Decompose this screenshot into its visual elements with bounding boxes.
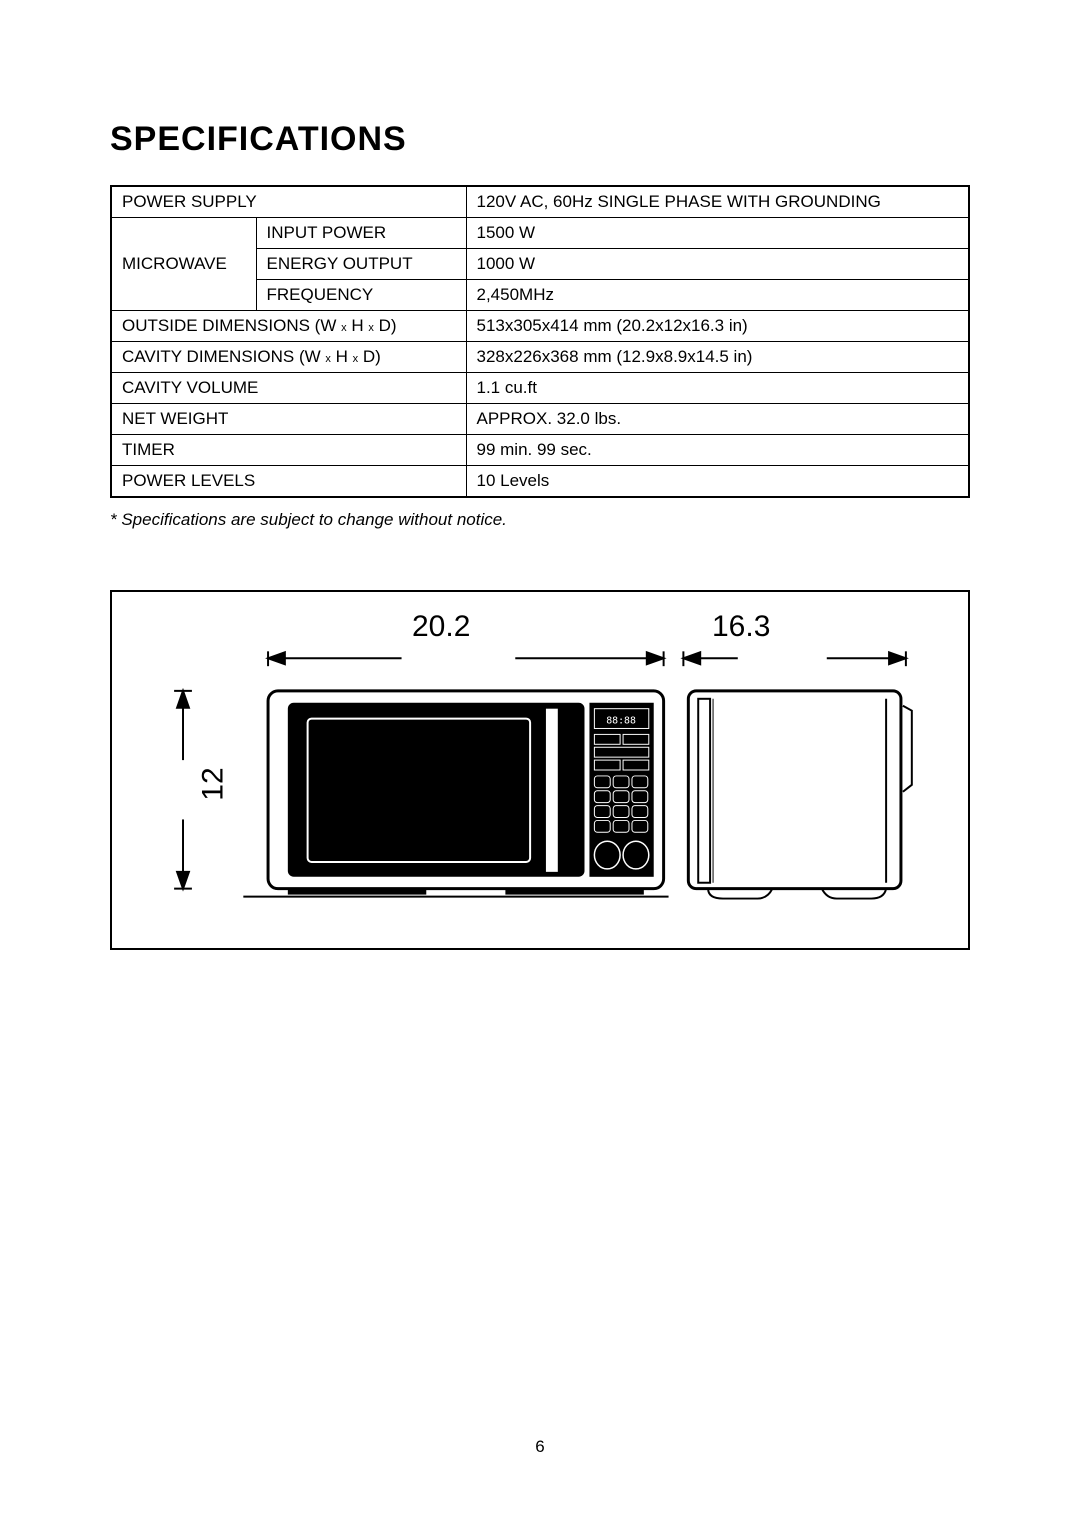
table-row: OUTSIDE DIMENSIONS (W x H x D) 513x305x4… <box>111 311 969 342</box>
table-row: POWER LEVELS 10 Levels <box>111 466 969 498</box>
microwave-diagram-svg: 88:88 <box>112 592 968 948</box>
frequency-label: FREQUENCY <box>256 280 466 311</box>
timer-value: 99 min. 99 sec. <box>466 435 969 466</box>
power-levels-label: POWER LEVELS <box>111 466 466 498</box>
outside-dimensions-value: 513x305x414 mm (20.2x12x16.3 in) <box>466 311 969 342</box>
input-power-value: 1500 W <box>466 218 969 249</box>
svg-text:88:88: 88:88 <box>606 716 636 727</box>
power-supply-value: 120V AC, 60Hz SINGLE PHASE WITH GROUNDIN… <box>466 186 969 218</box>
microwave-label: MICROWAVE <box>111 218 256 311</box>
cavity-dimensions-value: 328x226x368 mm (12.9x8.9x14.5 in) <box>466 342 969 373</box>
table-row: CAVITY VOLUME 1.1 cu.ft <box>111 373 969 404</box>
cavity-volume-value: 1.1 cu.ft <box>466 373 969 404</box>
page-number: 6 <box>0 1437 1080 1457</box>
power-supply-label: POWER SUPPLY <box>111 186 466 218</box>
table-row: TIMER 99 min. 99 sec. <box>111 435 969 466</box>
power-levels-value: 10 Levels <box>466 466 969 498</box>
energy-output-label: ENERGY OUTPUT <box>256 249 466 280</box>
table-row: CAVITY DIMENSIONS (W x H x D) 328x226x36… <box>111 342 969 373</box>
dimensions-diagram: 20.2 16.3 12 <box>110 590 970 950</box>
net-weight-label: NET WEIGHT <box>111 404 466 435</box>
microwave-front-icon: 88:88 <box>243 691 668 897</box>
page-title: SPECIFICATIONS <box>110 120 970 159</box>
frequency-value: 2,450MHz <box>466 280 969 311</box>
cavity-dimensions-label: CAVITY DIMENSIONS (W x H x D) <box>111 342 466 373</box>
cavity-volume-label: CAVITY VOLUME <box>111 373 466 404</box>
specifications-table: POWER SUPPLY 120V AC, 60Hz SINGLE PHASE … <box>110 185 970 498</box>
net-weight-value: APPROX. 32.0 lbs. <box>466 404 969 435</box>
energy-output-value: 1000 W <box>466 249 969 280</box>
outside-dimensions-label: OUTSIDE DIMENSIONS (W x H x D) <box>111 311 466 342</box>
table-row: POWER SUPPLY 120V AC, 60Hz SINGLE PHASE … <box>111 186 969 218</box>
table-row: NET WEIGHT APPROX. 32.0 lbs. <box>111 404 969 435</box>
input-power-label: INPUT POWER <box>256 218 466 249</box>
microwave-side-icon <box>688 691 911 899</box>
footnote-text: * Specifications are subject to change w… <box>110 510 970 530</box>
table-row: MICROWAVE INPUT POWER 1500 W <box>111 218 969 249</box>
timer-label: TIMER <box>111 435 466 466</box>
